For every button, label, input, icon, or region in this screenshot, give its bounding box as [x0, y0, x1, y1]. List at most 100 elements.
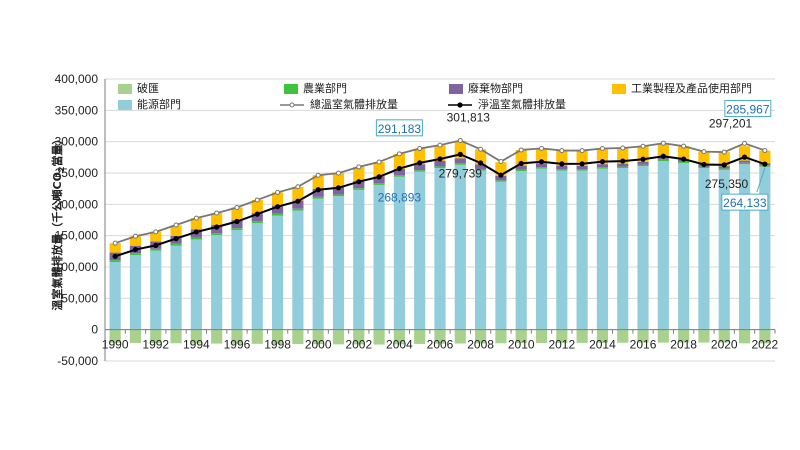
bar-segment [475, 329, 487, 344]
line-point [315, 187, 321, 193]
bar-segment [515, 169, 527, 172]
bar-segment [211, 233, 223, 236]
bar-segment [556, 165, 568, 170]
line-point [437, 142, 443, 148]
line-point [153, 242, 159, 248]
bar-segment [738, 146, 751, 161]
line-point [579, 161, 585, 167]
bar-segment [556, 150, 568, 166]
x-tick-label: 2006 [427, 338, 454, 352]
line-point [660, 153, 666, 159]
line-point [478, 146, 484, 152]
line-point [173, 222, 179, 228]
bar-segment [292, 210, 304, 330]
line-point [376, 174, 382, 180]
line-point [681, 156, 687, 162]
bar-segment [292, 329, 304, 345]
bar-segment [475, 170, 487, 330]
line-point [417, 160, 423, 166]
bar-segment [150, 231, 162, 242]
legend-swatch-sink [118, 84, 132, 94]
line-point [376, 159, 382, 165]
bar-segment [129, 236, 142, 246]
bar-segment [373, 176, 385, 184]
x-tick-label: 2020 [711, 338, 738, 352]
bar-segment [271, 213, 284, 216]
line-point [742, 140, 748, 146]
bar-segment [393, 175, 405, 177]
bar-segment [556, 329, 568, 343]
bar-segment [150, 248, 162, 251]
x-tick-label: 2008 [467, 338, 494, 352]
bar-segment [495, 181, 507, 330]
bar-segment [150, 250, 162, 330]
bar-segment [454, 329, 466, 344]
bar-segment [617, 329, 629, 343]
bar-segment [312, 196, 324, 199]
bar-segment [271, 215, 284, 330]
annotation-label: 268,893 [378, 191, 422, 205]
bar-segment [414, 171, 426, 330]
bar-segment [231, 230, 243, 330]
annotation-box [724, 99, 772, 117]
legend-label: 農業部門 [303, 81, 347, 95]
legend-swatch-industry [612, 84, 626, 94]
line-point [112, 240, 118, 246]
bar-segment [454, 158, 466, 164]
line-point [498, 159, 504, 165]
line-point [721, 162, 727, 168]
bar-segment [251, 199, 263, 214]
line-point [295, 184, 301, 190]
annotation-label: 285,967 [726, 102, 770, 116]
bar-segment [271, 205, 284, 214]
line-point [559, 148, 565, 154]
x-tick-label: 2000 [305, 338, 332, 352]
line-point [518, 160, 524, 167]
bar-segment [271, 329, 284, 344]
bar-segment [657, 329, 669, 343]
bar-segment [718, 152, 730, 167]
bar-segment [698, 167, 710, 330]
line-point [701, 161, 707, 168]
bar-segment [109, 260, 121, 262]
bar-segment [596, 168, 609, 330]
annotation-label: 264,133 [723, 196, 767, 210]
line-point [234, 218, 240, 225]
bar-segment [434, 166, 446, 168]
legend-label: 淨溫室氣體排放量 [478, 97, 566, 111]
legend-label: 能源部門 [137, 97, 181, 111]
line-point [640, 156, 646, 162]
bar-segment [129, 255, 142, 330]
bar-segment [414, 329, 426, 344]
bar-segment [657, 159, 669, 162]
bar-segment [414, 170, 426, 172]
bar-segment [353, 329, 365, 345]
y-tick-label: 400,000 [55, 72, 99, 86]
bar-segment [312, 198, 324, 330]
line-point [762, 161, 768, 167]
line-point [254, 211, 260, 217]
bar-segment [454, 140, 466, 159]
bar-segment [393, 329, 405, 345]
bar-segment [678, 161, 690, 163]
bar-segment [454, 164, 466, 330]
legend-swatch-waste [449, 84, 463, 94]
annotation-label: 291,183 [378, 122, 422, 136]
line-series [112, 138, 768, 259]
annotation-leader [756, 167, 766, 193]
bar-segment [332, 194, 345, 197]
line-point [762, 147, 768, 153]
line-point [559, 161, 565, 167]
bar-segment [576, 169, 588, 171]
bar-segment [637, 161, 649, 165]
bar-segment [434, 329, 446, 344]
line-point [234, 204, 240, 210]
bar-segment [373, 161, 385, 177]
y-axis-label: 溫室氣體排放量（千公噸CO2當量） [50, 133, 66, 310]
bar-segment [698, 329, 710, 343]
bar-segment [475, 149, 487, 165]
x-tick-label: 1994 [183, 338, 210, 352]
y-tick-label: 100,000 [55, 260, 99, 274]
bar-segment [292, 186, 304, 201]
bar-segment [718, 168, 730, 170]
